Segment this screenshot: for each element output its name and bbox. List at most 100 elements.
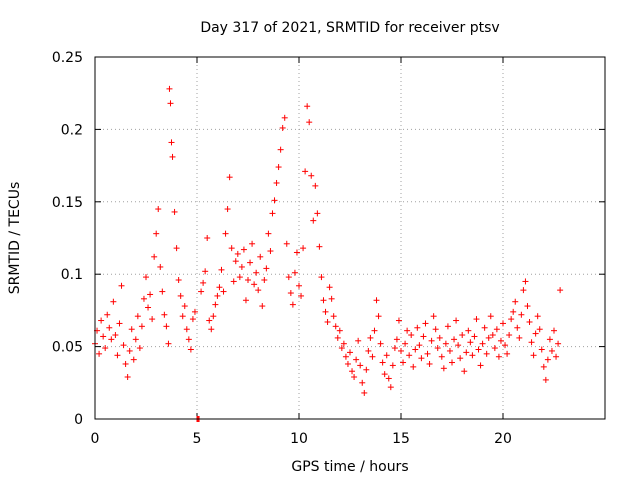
data-point — [96, 350, 103, 357]
data-point — [291, 269, 298, 276]
data-point — [104, 311, 111, 318]
data-point — [375, 313, 382, 320]
data-point — [273, 179, 280, 186]
x-tick-label: 10 — [290, 431, 308, 447]
data-point — [302, 168, 309, 175]
data-point — [242, 297, 249, 304]
data-point — [166, 85, 173, 92]
data-point — [557, 287, 564, 294]
data-point — [500, 320, 506, 327]
data-point — [377, 340, 384, 347]
data-point — [173, 245, 180, 252]
data-point — [165, 340, 172, 347]
data-point — [159, 288, 166, 295]
y-tick-label: 0.15 — [52, 195, 83, 211]
data-point — [426, 360, 433, 367]
data-point — [251, 281, 258, 288]
data-point — [240, 246, 247, 253]
data-point — [524, 303, 531, 310]
data-point — [249, 240, 256, 247]
data-point — [349, 368, 356, 375]
data-point — [316, 243, 323, 250]
data-point — [418, 355, 425, 362]
data-point — [402, 340, 409, 347]
data-point — [469, 352, 476, 359]
data-point — [330, 313, 337, 320]
data-point — [116, 320, 123, 327]
data-point — [318, 274, 325, 281]
x-tick-label: 0 — [91, 431, 100, 447]
data-point — [304, 103, 311, 110]
data-point — [128, 326, 135, 333]
x-tick-label: 5 — [193, 431, 202, 447]
data-point — [322, 308, 329, 315]
data-point — [553, 353, 560, 360]
data-point — [122, 360, 129, 367]
data-point — [436, 334, 443, 341]
data-point — [106, 324, 113, 331]
data-point — [328, 295, 335, 302]
data-point — [391, 345, 398, 352]
data-point — [383, 352, 390, 359]
y-tick-label: 0.05 — [52, 340, 83, 356]
data-point — [263, 265, 270, 272]
data-point — [342, 353, 349, 360]
data-point — [475, 346, 482, 353]
data-point — [218, 266, 225, 273]
data-point — [455, 342, 462, 349]
data-point — [518, 311, 525, 318]
data-point — [287, 290, 294, 297]
data-point — [285, 274, 292, 281]
data-point — [279, 124, 286, 131]
data-point — [226, 174, 233, 181]
data-point — [416, 342, 423, 349]
data-point — [98, 317, 105, 324]
x-tick-labels: 0 5 10 15 20 — [91, 431, 512, 447]
data-point — [410, 363, 417, 370]
data-point — [497, 337, 504, 344]
data-point — [534, 313, 541, 320]
data-point — [387, 384, 394, 391]
data-point — [110, 298, 117, 305]
data-point — [485, 334, 492, 341]
data-point — [134, 313, 141, 320]
data-point — [298, 292, 305, 299]
data-point — [461, 368, 468, 375]
data-point — [355, 337, 362, 344]
data-point — [183, 326, 190, 333]
data-point — [432, 326, 439, 333]
y-tick-label: 0.2 — [61, 122, 83, 138]
data-point — [167, 100, 174, 107]
data-point — [308, 172, 315, 179]
data-point — [546, 336, 553, 343]
data-point — [130, 356, 137, 363]
data-point — [516, 334, 523, 341]
data-point — [114, 352, 121, 359]
data-point — [414, 324, 421, 331]
data-point — [544, 356, 551, 363]
data-point — [332, 323, 339, 330]
data-point — [230, 278, 237, 285]
data-point — [189, 316, 196, 323]
data-point — [120, 342, 127, 349]
data-point — [155, 206, 162, 213]
data-point — [296, 282, 302, 289]
data-point — [514, 324, 521, 331]
data-point — [540, 363, 547, 370]
data-point — [379, 359, 386, 366]
data-point — [234, 250, 241, 257]
data-point — [444, 323, 451, 330]
data-point — [320, 297, 327, 304]
y-tick-label: 0.25 — [52, 50, 83, 66]
data-point — [277, 146, 284, 153]
data-point — [147, 291, 154, 298]
data-point — [208, 326, 215, 333]
data-point — [361, 389, 368, 396]
data-point — [326, 284, 333, 291]
data-point — [338, 345, 345, 352]
data-point — [136, 345, 143, 352]
data-point — [373, 297, 380, 304]
x-tick-label: 20 — [494, 431, 512, 447]
data-point — [428, 337, 435, 344]
data-point — [245, 276, 251, 283]
